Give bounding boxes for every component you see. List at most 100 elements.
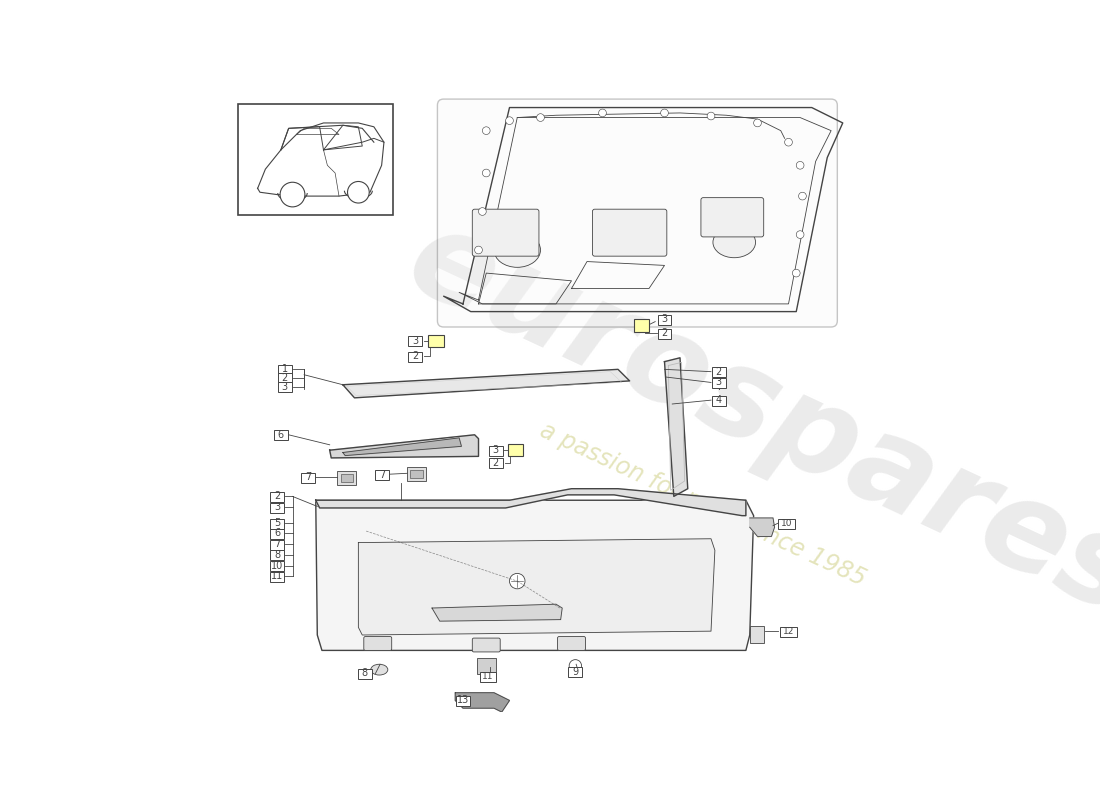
Polygon shape xyxy=(359,538,715,635)
Text: 13: 13 xyxy=(456,695,469,706)
Text: 4: 4 xyxy=(716,395,722,405)
Bar xyxy=(301,473,315,482)
Ellipse shape xyxy=(371,664,388,675)
Polygon shape xyxy=(432,604,562,621)
Circle shape xyxy=(483,169,491,177)
Bar xyxy=(779,518,795,529)
FancyBboxPatch shape xyxy=(472,209,539,256)
Text: 3: 3 xyxy=(282,382,288,392)
Circle shape xyxy=(506,117,514,125)
Text: 8: 8 xyxy=(362,669,367,678)
Text: 6: 6 xyxy=(274,528,280,538)
Text: 3: 3 xyxy=(411,336,418,346)
Bar xyxy=(428,334,443,347)
Bar xyxy=(488,446,503,455)
Text: 3: 3 xyxy=(716,378,722,387)
FancyBboxPatch shape xyxy=(438,99,837,327)
Circle shape xyxy=(754,119,761,127)
Bar xyxy=(278,382,292,393)
Polygon shape xyxy=(316,489,746,516)
Polygon shape xyxy=(455,693,509,712)
Bar xyxy=(658,314,671,325)
Text: 1: 1 xyxy=(282,364,288,374)
Bar xyxy=(712,395,726,406)
FancyBboxPatch shape xyxy=(593,209,667,256)
Circle shape xyxy=(478,208,486,215)
Bar xyxy=(274,430,288,440)
Text: 5: 5 xyxy=(274,518,280,528)
Circle shape xyxy=(707,112,715,120)
Bar xyxy=(408,336,422,346)
Text: 11: 11 xyxy=(271,571,283,582)
Polygon shape xyxy=(750,518,774,537)
Bar xyxy=(634,319,649,332)
Bar xyxy=(358,669,372,679)
Bar xyxy=(480,672,495,682)
FancyBboxPatch shape xyxy=(701,198,763,237)
Text: 3: 3 xyxy=(493,445,498,455)
Text: 2: 2 xyxy=(274,491,280,502)
Bar xyxy=(712,378,726,388)
Bar xyxy=(270,529,284,538)
Text: a passion for parts since 1985: a passion for parts since 1985 xyxy=(537,418,870,590)
Bar xyxy=(270,561,284,571)
Text: 3: 3 xyxy=(661,314,668,324)
Circle shape xyxy=(598,109,606,117)
Text: 6: 6 xyxy=(278,430,284,440)
Text: 3: 3 xyxy=(274,502,280,512)
Bar xyxy=(410,470,422,478)
Bar xyxy=(338,471,356,485)
Circle shape xyxy=(474,246,483,254)
Circle shape xyxy=(348,182,370,203)
Text: 10: 10 xyxy=(271,561,283,570)
Bar xyxy=(488,458,503,468)
Text: 7: 7 xyxy=(305,472,311,482)
Bar xyxy=(456,696,470,706)
Bar xyxy=(239,104,394,215)
Text: eurospares: eurospares xyxy=(389,198,1100,642)
Polygon shape xyxy=(330,435,478,458)
Bar xyxy=(341,474,353,482)
Bar xyxy=(270,492,284,502)
Circle shape xyxy=(792,270,800,277)
Bar xyxy=(569,667,582,678)
Bar xyxy=(270,502,284,513)
Circle shape xyxy=(784,138,792,146)
FancyBboxPatch shape xyxy=(472,638,500,652)
Circle shape xyxy=(280,182,305,207)
Ellipse shape xyxy=(713,227,756,258)
Polygon shape xyxy=(343,438,462,455)
Circle shape xyxy=(796,230,804,238)
Text: 2: 2 xyxy=(282,373,288,383)
Text: 2: 2 xyxy=(411,351,418,362)
Text: 8: 8 xyxy=(274,550,280,560)
Bar xyxy=(407,467,426,481)
Ellipse shape xyxy=(494,233,540,267)
Circle shape xyxy=(509,574,525,589)
Bar xyxy=(780,626,798,637)
Bar xyxy=(270,539,284,550)
FancyBboxPatch shape xyxy=(364,637,392,650)
Circle shape xyxy=(537,114,544,122)
Text: 7: 7 xyxy=(379,470,385,480)
Bar xyxy=(270,572,284,582)
Bar xyxy=(375,470,389,480)
Bar xyxy=(278,373,292,383)
Text: 7: 7 xyxy=(274,539,280,549)
Polygon shape xyxy=(316,500,754,650)
Circle shape xyxy=(569,660,582,672)
Circle shape xyxy=(661,109,669,117)
Bar xyxy=(712,367,726,377)
Bar xyxy=(750,626,763,642)
Text: 11: 11 xyxy=(482,672,494,681)
Text: 2: 2 xyxy=(493,458,498,467)
Bar xyxy=(270,550,284,560)
Bar xyxy=(270,518,284,529)
Bar xyxy=(508,444,524,456)
Bar xyxy=(278,365,292,374)
Polygon shape xyxy=(343,370,629,398)
Text: 10: 10 xyxy=(781,519,793,528)
Bar xyxy=(477,658,495,674)
Text: 2: 2 xyxy=(661,328,668,338)
Circle shape xyxy=(799,192,806,200)
